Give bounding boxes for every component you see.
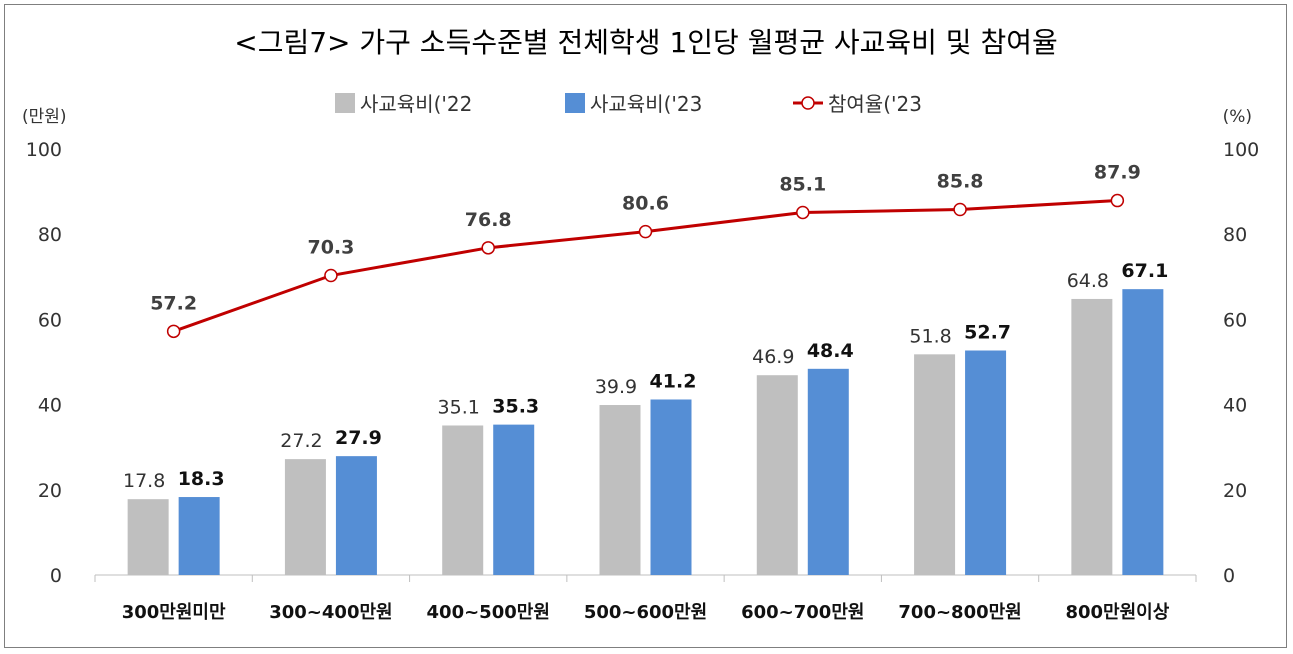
rate-series-line (173, 199, 1118, 333)
bar-2023 (1122, 289, 1164, 575)
y-left-tick-label: 100 (26, 139, 62, 161)
category-labels: 300만원미만 300~400만원 400~500만원 500~600만원 600~70… (94, 575, 1197, 623)
bar-2022 (914, 354, 956, 575)
y-right-tick-label: 20 (1223, 480, 1247, 502)
rate-point-label: 80.6 (622, 193, 669, 215)
bar-2022 (1071, 298, 1113, 575)
rate-point (953, 202, 967, 217)
bar-2022 (442, 425, 484, 575)
legend-label: 사교육비('22 (360, 92, 472, 116)
bar-2022-label: 51.8 (909, 325, 951, 347)
y-right-ticks: 0 20 40 60 80 100 (1223, 139, 1259, 587)
y-left-ticks: 0 20 40 60 80 100 (26, 139, 62, 587)
bar-2022-label: 17.8 (123, 470, 165, 492)
legend: 사교육비('22 사교육비('23 참여율('23 (335, 92, 922, 116)
rate-point (1110, 193, 1125, 208)
bar-2022 (127, 499, 169, 575)
rate-point-label: 70.3 (307, 237, 354, 259)
y-right-tick-label: 0 (1223, 565, 1235, 587)
y-right-tick-label: 40 (1223, 395, 1247, 417)
bar-2023 (178, 497, 220, 575)
bar-2023-label: 27.9 (335, 427, 382, 449)
bar-2022-label: 27.2 (280, 430, 322, 452)
rate-point-label: 85.8 (937, 170, 984, 192)
y-left-tick-label: 40 (38, 395, 62, 417)
bar-2022-label: 35.1 (438, 396, 480, 418)
chart-title: <그림7> 가구 소득수준별 전체학생 1인당 월평균 사교육비 및 참여율 (234, 26, 1058, 59)
bars: 17.8 18.3 27.2 27.9 35.1 35.3 39.9 41.2 46.9 48.4… (123, 260, 1168, 575)
category-label: 300~400만원 (269, 602, 392, 623)
y-right-unit: (%) (1223, 107, 1252, 127)
y-left-tick-label: 0 (50, 565, 62, 587)
bar-2022 (756, 375, 798, 575)
bar-2023-label: 18.3 (178, 468, 225, 490)
category-label: 600~700만원 (741, 602, 864, 623)
rate-point (481, 241, 495, 255)
bar-2023-label: 48.4 (807, 340, 854, 362)
category-label: 500~600만원 (584, 602, 707, 623)
bar-2023-label: 41.2 (650, 370, 697, 392)
bar-2022-label: 46.9 (752, 346, 794, 368)
bar-2022 (284, 459, 326, 575)
bar-2023-label: 52.7 (964, 321, 1011, 343)
y-left-tick-label: 20 (38, 480, 62, 502)
bar-2023-label: 67.1 (1121, 260, 1168, 282)
y-right-tick-label: 80 (1223, 224, 1247, 246)
y-right-tick-label: 60 (1223, 309, 1247, 331)
rate-point-label: 87.9 (1094, 162, 1141, 184)
legend-swatch (565, 93, 585, 113)
rate-point (796, 205, 810, 220)
category-label: 800만원이상 (1065, 602, 1169, 623)
bar-2022-label: 39.9 (595, 376, 637, 398)
rate-point-label: 76.8 (465, 209, 512, 231)
y-right-tick-label: 100 (1223, 139, 1259, 161)
category-label: 400~500만원 (427, 602, 550, 623)
legend-swatch (335, 93, 355, 113)
category-label: 300만원미만 (122, 602, 226, 623)
category-label: 700~800만원 (898, 602, 1021, 623)
rate-point (166, 324, 181, 339)
y-left-tick-label: 60 (38, 309, 62, 331)
bar-2023 (335, 456, 377, 575)
rate-point (638, 224, 653, 239)
bar-2023 (807, 368, 849, 575)
rate-point (324, 268, 338, 283)
bar-2023-label: 35.3 (492, 396, 539, 418)
rate-line: 57.2 70.3 76.8 80.6 85.1 85.8 87.9 (150, 162, 1141, 339)
bar-2023 (965, 350, 1007, 575)
legend-label: 참여율('23 (828, 92, 922, 116)
y-left-tick-label: 80 (38, 224, 62, 246)
bar-2023 (493, 424, 535, 575)
legend-label: 사교육비('23 (590, 92, 702, 116)
bar-2023 (650, 399, 692, 575)
bar-2022-label: 64.8 (1067, 270, 1109, 292)
legend-marker (801, 96, 815, 110)
y-left-unit: (만원) (22, 107, 67, 127)
rate-point-label: 57.2 (150, 292, 197, 314)
rate-point-label: 85.1 (779, 173, 826, 195)
bar-2022 (599, 405, 641, 575)
